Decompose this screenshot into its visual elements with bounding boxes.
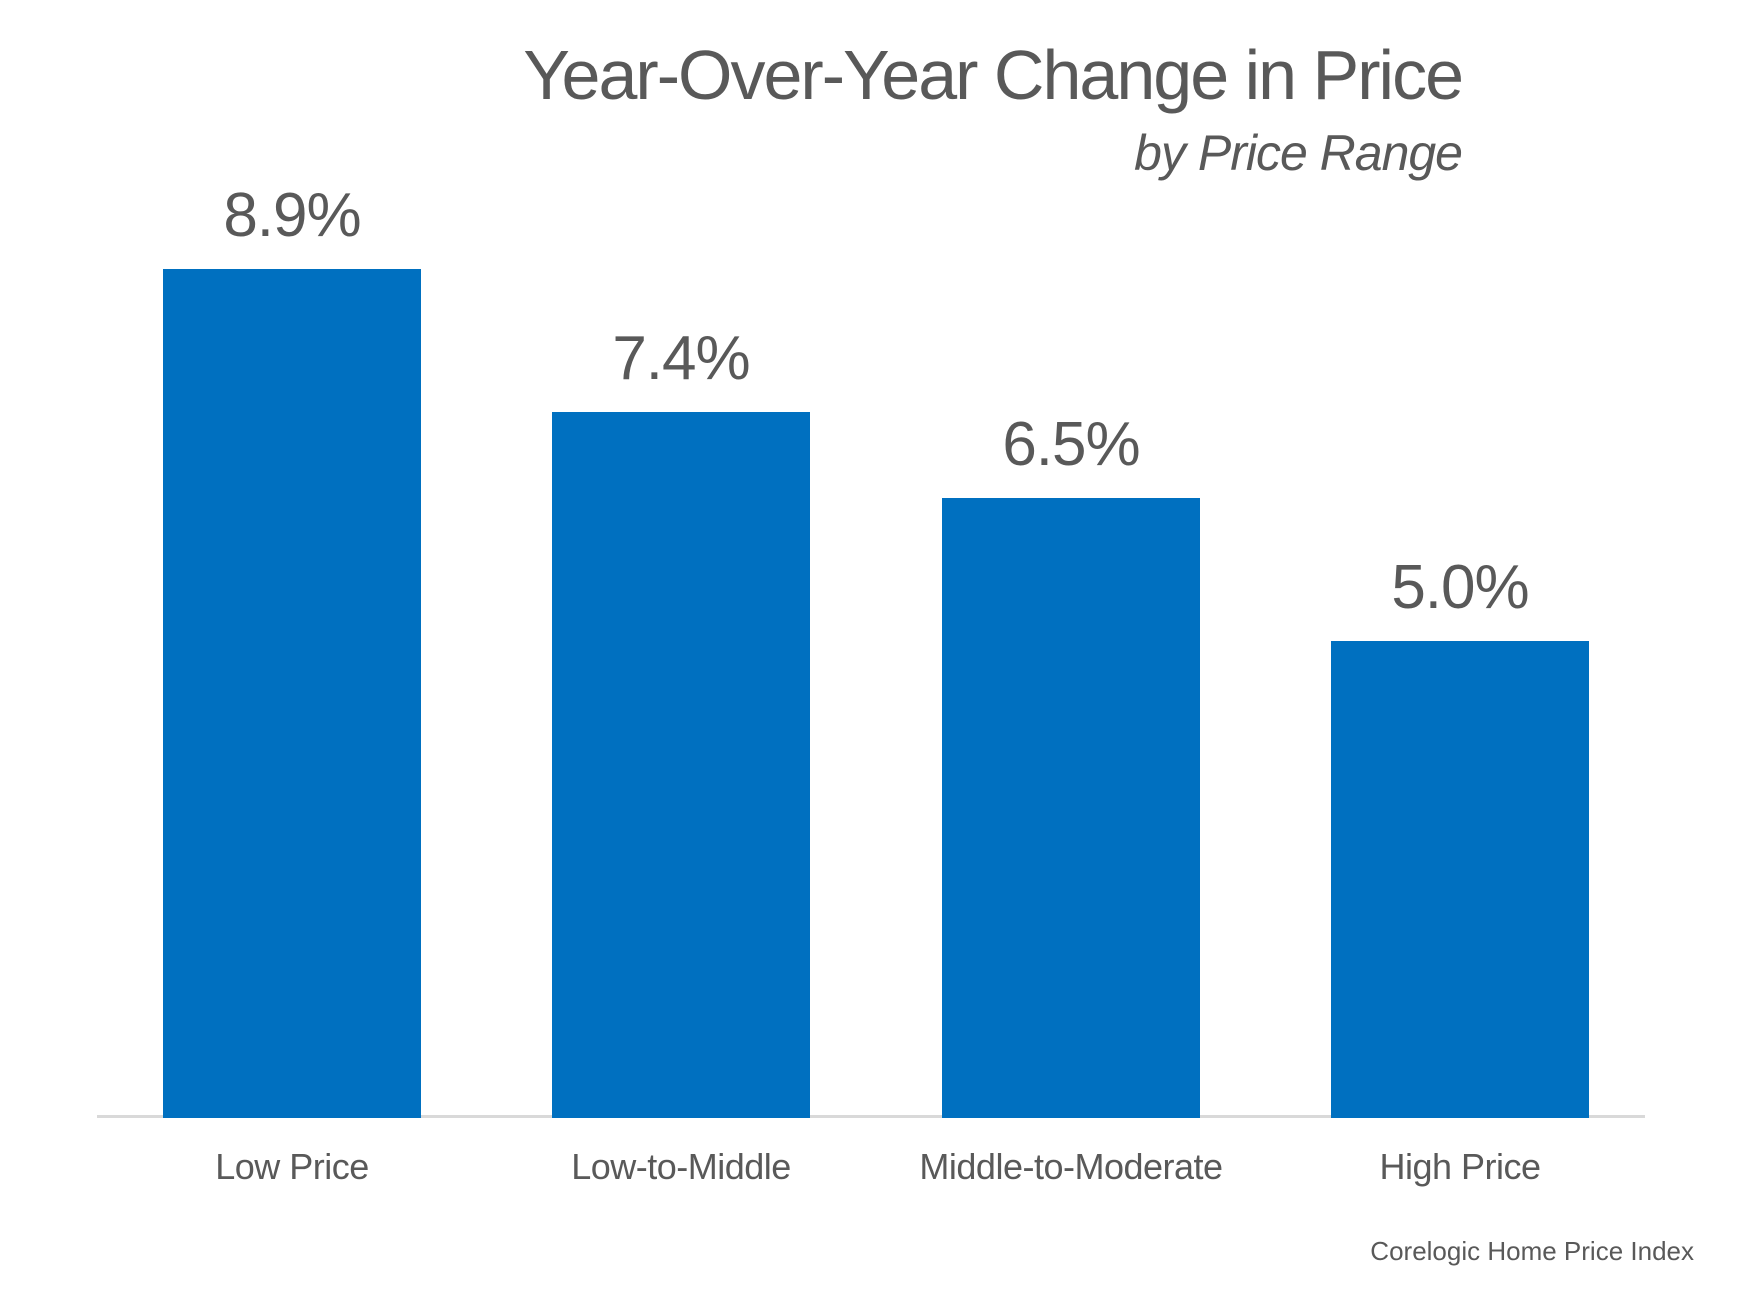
bar [552, 412, 810, 1118]
source-credit: Corelogic Home Price Index [1370, 1236, 1694, 1266]
bar [1331, 641, 1589, 1118]
x-axis-label: Low Price [215, 1146, 369, 1187]
chart-title: Year-Over-Year Change in Price [523, 36, 1464, 114]
bar-group: 7.4% [552, 323, 810, 1118]
x-axis-label: Low-to-Middle [571, 1146, 791, 1187]
bar-group: 6.5% [942, 409, 1200, 1118]
chart-subtitle: by Price Range [1134, 124, 1463, 181]
x-axis-label: High Price [1379, 1146, 1541, 1187]
bar-group: 5.0% [1331, 552, 1589, 1118]
bar-group: 8.9% [163, 180, 421, 1118]
bar-value-label: 5.0% [1391, 553, 1529, 622]
bar-value-label: 8.9% [223, 181, 361, 250]
x-axis-label: Middle-to-Moderate [919, 1146, 1223, 1187]
bar [942, 498, 1200, 1118]
bar-value-label: 7.4% [612, 324, 750, 393]
bar [163, 269, 421, 1118]
x-axis-line [97, 1115, 1645, 1118]
chart-header: Year-Over-Year Change in Price by Price … [523, 36, 1464, 182]
bar-value-label: 6.5% [1002, 410, 1140, 479]
